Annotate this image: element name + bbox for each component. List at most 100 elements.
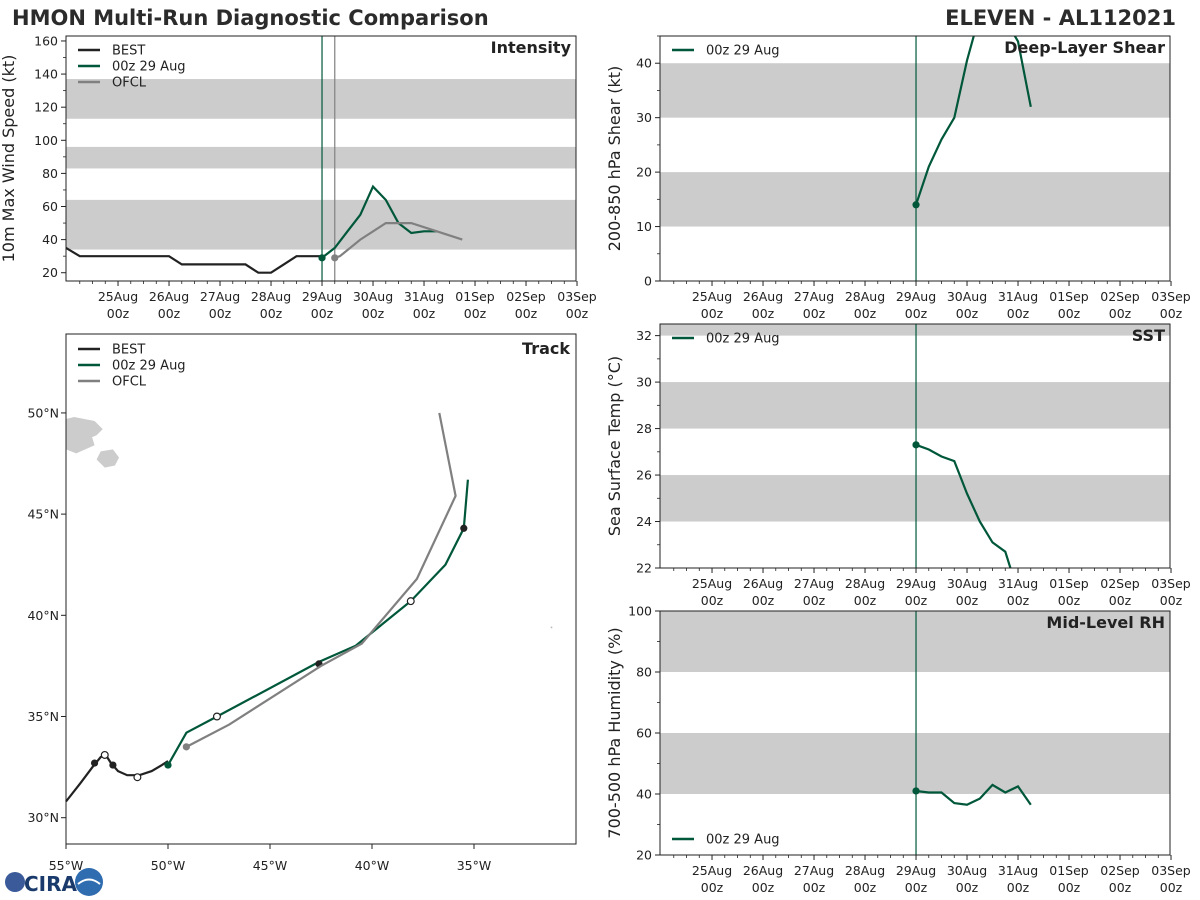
sst-ytick-label: 32 [636,328,652,343]
rh-xtick-day: 26Aug [743,863,783,878]
sst-panel: 22 24 26 28 30 32 25Aug 00z 26Aug 00z 27Aug 00z 28Au… [605,323,1191,608]
rh-xtick-day: 25Aug [692,863,732,878]
shear-band [660,172,1170,227]
track-series-00z-29-aug [167,479,469,766]
sst-xtick-hour: 00z [956,593,979,608]
sst-xtick-day: 31Aug [998,576,1038,591]
intensity-xtick-day: 29Aug [302,289,342,304]
track-title: Track [522,339,570,358]
intensity-title: Intensity [491,38,572,57]
rh-xtick-hour: 00z [1109,880,1132,895]
intensity-init-point [318,254,326,262]
sst-xtick-day: 01Sep [1049,576,1089,591]
intensity-xtick-hour: 00z [362,306,385,321]
sst-ytick-label: 26 [636,468,652,483]
rh-ytick-label: 40 [636,787,652,802]
land-azores-dot [550,626,553,629]
seal-icon [75,868,103,896]
track-series-best [65,753,169,803]
shear-xtick-hour: 00z [803,306,826,321]
sst-legend-label: 00z 29 Aug [706,332,780,347]
intensity-band [66,79,576,119]
sst-xtick-hour: 00z [1109,593,1132,608]
sst-ytick-label: 30 [636,375,652,390]
intensity-xtick-day: 03Sep [557,289,597,304]
intensity-ytick-label: 120 [34,100,58,115]
shear-ylabel: 200-850 hPa Shear (kt) [605,66,624,252]
shear-xtick-hour: 00z [956,306,979,321]
shear-xtick-day: 31Aug [998,289,1038,304]
rh-xtick-day: 02Sep [1100,863,1140,878]
intensity-xtick-day: 28Aug [251,289,291,304]
sst-band [660,324,1170,336]
track-panel: 55°W 50°W 45°W 40°W 35°W 30°N 35°N 40°N 45°N 50°N… [27,333,577,873]
track-ytick-label: 35°N [27,709,59,724]
sst-ylabel: Sea Surface Temp (°C) [605,356,624,536]
rh-series-00z-29-aug [915,783,1032,806]
rh-xtick-hour: 00z [854,880,877,895]
rh-xtick-day: 31Aug [998,863,1038,878]
intensity-xtick-hour: 00z [158,306,181,321]
shear-xtick-hour: 00z [1007,306,1030,321]
shear-xtick-day: 03Sep [1151,289,1191,304]
intensity-ytick-label: 40 [42,232,58,247]
track-marker-open [212,712,221,721]
seal-wave-icon [77,878,101,885]
sst-xtick-hour: 00z [1007,593,1030,608]
rh-xtick-hour: 00z [956,880,979,895]
shear-series-00z-29-aug [914,36,1032,206]
intensity-ytick-label: 100 [34,133,58,148]
intensity-frame [65,35,577,282]
shear-xtick-day: 25Aug [692,289,732,304]
intensity-xtick-hour: 00z [260,306,283,321]
sst-ytick-label: 28 [636,421,652,436]
shear-xtick-day: 28Aug [845,289,885,304]
intensity-init-point [331,254,339,262]
shear-xtick-hour: 00z [1160,306,1183,321]
sst-xtick-day: 29Aug [896,576,936,591]
intensity-xtick-day: 01Sep [455,289,495,304]
intensity-series-00z-29-aug [321,184,437,259]
track-marker-filled [460,524,468,532]
track-legend-label: BEST [112,343,145,358]
intensity-ytick-label: 20 [42,265,58,280]
sst-xtick-day: 26Aug [743,576,783,591]
track-legend-label: 00z 29 Aug [112,359,186,374]
rh-xtick-hour: 00z [1058,880,1081,895]
intensity-series-ofcl [334,222,463,259]
shear-ytick-label: 30 [636,110,652,125]
track-marker-filled [90,759,99,767]
shear-ytick-label: 40 [636,56,652,71]
intensity-ytick-label: 160 [34,33,58,48]
rh-title: Mid-Level RH [1046,613,1165,632]
rh-legend-label: 00z 29 Aug [706,833,780,848]
rh-xtick-hour: 00z [1160,880,1183,895]
shear-xtick-day: 29Aug [896,289,936,304]
shear-xtick-day: 02Sep [1100,289,1140,304]
intensity-xtick-day: 27Aug [200,289,240,304]
shear-ytick-label: 10 [636,219,652,234]
intensity-ylabel: 10m Max Wind Speed (kt) [0,55,18,263]
shear-xtick-hour: 00z [905,306,928,321]
intensity-ytick-label: 80 [42,166,58,181]
track-ytick-label: 45°N [27,507,59,522]
shear-xtick-hour: 00z [701,306,724,321]
intensity-band [66,146,576,169]
sst-xtick-day: 30Aug [947,576,987,591]
sst-band [660,475,1170,522]
rh-ylabel: 700-500 hPa Humidity (%) [605,627,624,838]
shear-xtick-day: 26Aug [743,289,783,304]
track-marker-filled [164,761,172,769]
track-series-ofcl [185,412,457,748]
cira-logo: CIRA [5,868,103,896]
sst-band [660,382,1170,429]
intensity-xtick-day: 02Sep [506,289,546,304]
intensity-xtick-hour: 00z [107,306,130,321]
intensity-band [66,199,576,250]
intensity-xtick-day: 30Aug [353,289,393,304]
intensity-xtick-hour: 00z [515,306,538,321]
figure-title: HMON Multi-Run Diagnostic Comparison [12,6,489,30]
track-ytick-label: 40°N [27,608,59,623]
track-marker-open [406,597,415,606]
